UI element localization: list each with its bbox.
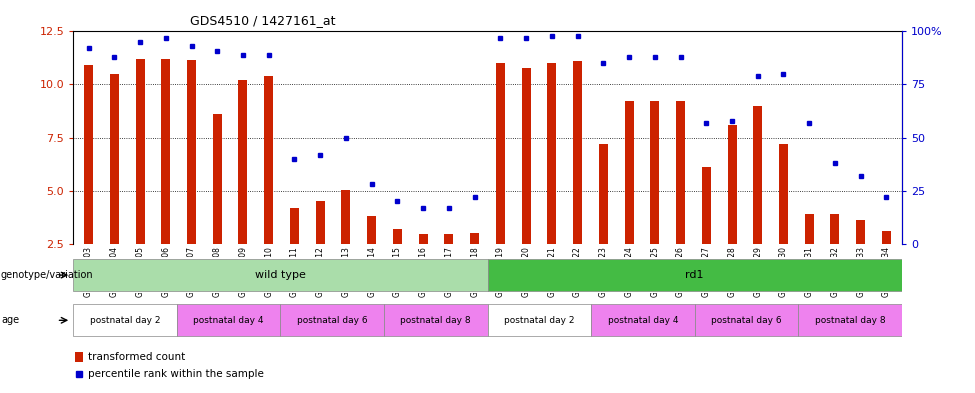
Bar — [110, 74, 119, 244]
Bar — [799, 304, 902, 336]
Bar — [316, 201, 325, 244]
Text: GDS4510 / 1427161_at: GDS4510 / 1427161_at — [190, 15, 335, 28]
Bar — [393, 229, 402, 244]
Text: postnatal day 8: postnatal day 8 — [401, 316, 471, 325]
Bar — [694, 304, 799, 336]
Text: postnatal day 2: postnatal day 2 — [504, 316, 574, 325]
Text: wild type: wild type — [254, 270, 306, 280]
Text: age: age — [1, 315, 20, 325]
Text: percentile rank within the sample: percentile rank within the sample — [88, 369, 263, 379]
Bar — [625, 101, 634, 244]
Bar — [591, 304, 694, 336]
Bar — [187, 60, 196, 244]
Bar — [161, 59, 171, 244]
Bar — [882, 231, 891, 244]
Text: postnatal day 6: postnatal day 6 — [296, 316, 368, 325]
Text: postnatal day 8: postnatal day 8 — [815, 316, 885, 325]
Bar — [573, 61, 582, 244]
Text: postnatal day 4: postnatal day 4 — [193, 316, 264, 325]
Bar — [599, 144, 607, 244]
Bar — [281, 304, 384, 336]
Bar — [176, 304, 281, 336]
Bar — [341, 189, 350, 244]
Bar — [445, 234, 453, 244]
Bar — [702, 167, 711, 244]
Bar — [727, 125, 736, 244]
Bar — [73, 259, 488, 291]
Bar — [290, 208, 299, 244]
Bar — [831, 214, 839, 244]
Bar — [368, 216, 376, 244]
Bar — [676, 101, 685, 244]
Bar — [75, 352, 83, 362]
Bar — [418, 234, 428, 244]
Bar — [213, 114, 221, 244]
Text: rd1: rd1 — [685, 270, 704, 280]
Bar — [470, 233, 479, 244]
Bar — [264, 76, 273, 244]
Bar — [488, 259, 902, 291]
Bar — [239, 80, 248, 244]
Bar — [384, 304, 488, 336]
Text: postnatal day 6: postnatal day 6 — [711, 316, 782, 325]
Bar — [488, 304, 591, 336]
Text: genotype/variation: genotype/variation — [1, 270, 94, 280]
Bar — [754, 106, 762, 244]
Bar — [804, 214, 814, 244]
Bar — [856, 220, 865, 244]
Bar — [496, 63, 505, 244]
Bar — [84, 65, 93, 244]
Bar — [650, 101, 659, 244]
Bar — [73, 304, 176, 336]
Bar — [779, 144, 788, 244]
Bar — [547, 63, 557, 244]
Bar — [136, 59, 144, 244]
Text: postnatal day 4: postnatal day 4 — [607, 316, 679, 325]
Bar — [522, 68, 530, 244]
Text: transformed count: transformed count — [88, 352, 185, 362]
Text: postnatal day 2: postnatal day 2 — [90, 316, 160, 325]
